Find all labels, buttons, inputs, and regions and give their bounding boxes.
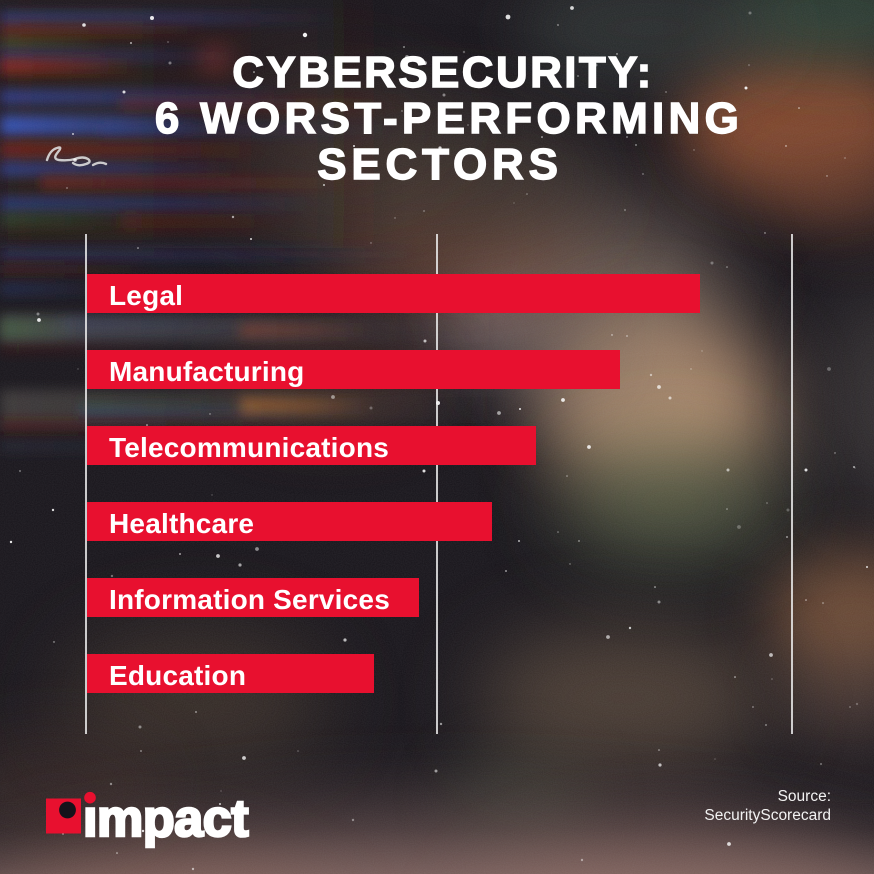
svg-text:ımpact: ımpact (83, 790, 248, 848)
